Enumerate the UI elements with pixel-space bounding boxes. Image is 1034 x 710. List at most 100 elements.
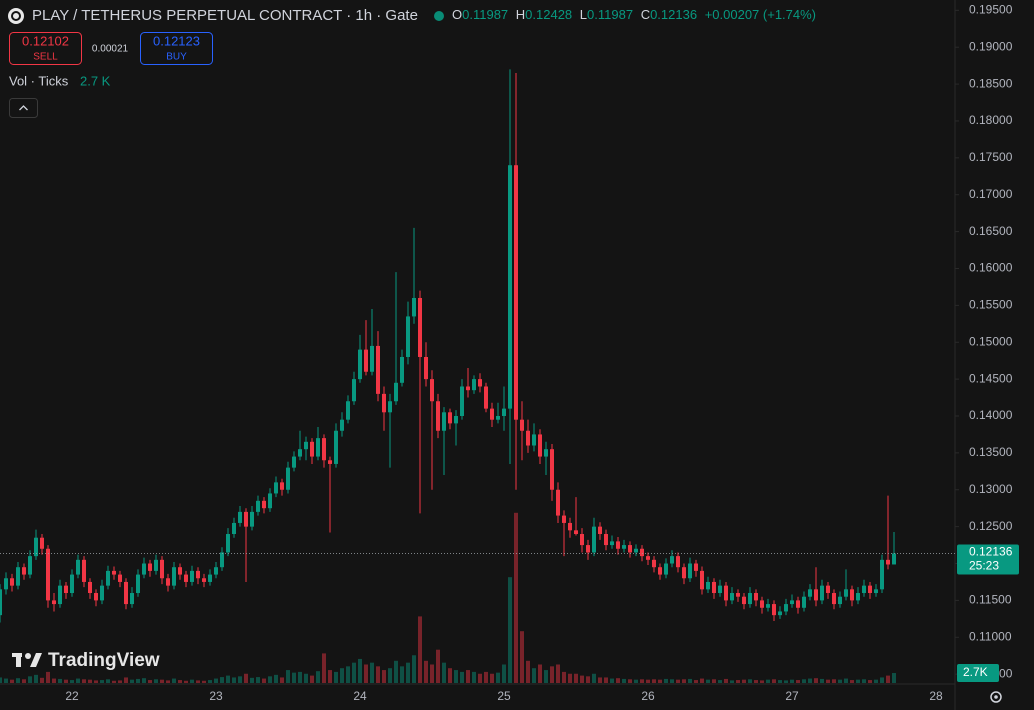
volume-bar xyxy=(670,679,674,683)
volume-bar xyxy=(88,679,92,683)
candle-body xyxy=(616,541,620,549)
candle-body xyxy=(694,563,698,571)
buy-label[interactable]: BUY xyxy=(166,52,187,63)
sell-price[interactable]: 0.12102 xyxy=(22,33,69,48)
volume-bar xyxy=(232,677,236,683)
volume-bar xyxy=(82,679,86,683)
candle-body xyxy=(226,534,230,553)
candle-body xyxy=(676,556,680,568)
candle-body xyxy=(520,419,524,431)
candle-body xyxy=(838,596,842,605)
candle-body xyxy=(316,438,320,457)
candle-body xyxy=(376,345,380,394)
candle-body xyxy=(274,482,278,494)
candle-body xyxy=(130,593,134,605)
volume-bar xyxy=(598,677,602,683)
volume-bar xyxy=(892,673,896,683)
candle-body xyxy=(832,593,836,605)
volume-bar xyxy=(244,673,248,683)
candle-body xyxy=(460,386,464,416)
volume-bar xyxy=(454,670,458,683)
sell-box[interactable] xyxy=(9,32,82,65)
candle-body xyxy=(874,589,878,594)
volume-bar xyxy=(730,680,734,683)
volume-bar xyxy=(748,679,752,683)
collapse-icon[interactable] xyxy=(19,105,28,111)
volume-bar xyxy=(310,675,314,683)
collapse-box[interactable] xyxy=(9,98,38,118)
volume-bar xyxy=(52,678,56,683)
volume-legend-name: Vol · Ticks xyxy=(9,73,69,88)
volume-bar xyxy=(268,676,272,683)
collapse-button[interactable] xyxy=(9,98,38,118)
candle-body xyxy=(592,526,596,553)
volume-bar xyxy=(346,666,350,683)
candle-body xyxy=(844,589,848,597)
o-label: O xyxy=(452,7,462,22)
volume-bar xyxy=(148,680,152,683)
y-tick-label: 0.13000 xyxy=(969,482,1013,496)
candle-body xyxy=(418,297,422,357)
candle-body xyxy=(358,349,362,380)
candle-body xyxy=(862,585,866,594)
volume-bar xyxy=(412,655,416,683)
candle-body xyxy=(256,500,260,512)
candle-body xyxy=(730,593,734,601)
y-tick-label: 0.12500 xyxy=(969,519,1013,533)
candle-body xyxy=(208,574,212,582)
volume-bar xyxy=(418,616,422,683)
volume-bar xyxy=(70,680,74,683)
volume-bar xyxy=(262,678,266,683)
volume-bar xyxy=(286,670,290,683)
candle-body xyxy=(736,593,740,597)
candle-body xyxy=(400,356,404,383)
candle-body xyxy=(658,567,662,575)
buy-price[interactable]: 0.12123 xyxy=(153,33,200,48)
sell-button[interactable]: 0.12102 SELL xyxy=(9,32,82,65)
logo-part xyxy=(25,653,31,659)
candle-body xyxy=(562,515,566,523)
candle-body xyxy=(532,434,536,446)
volume-bar xyxy=(10,679,14,683)
candle-body xyxy=(154,559,158,571)
market-status xyxy=(434,11,444,21)
settings-icon-center[interactable] xyxy=(994,695,998,699)
volume-bar xyxy=(46,671,50,683)
candle-body xyxy=(4,578,8,590)
candle-body xyxy=(100,585,104,601)
y-tick-label: 0.16500 xyxy=(969,224,1013,238)
candle-body xyxy=(178,567,182,575)
volume-bar xyxy=(820,678,824,683)
candle-body xyxy=(538,434,542,457)
volume-bar xyxy=(844,678,848,683)
volume-bar xyxy=(466,670,470,683)
sell-label[interactable]: SELL xyxy=(33,52,58,63)
candle-body xyxy=(778,611,782,616)
volume-bar xyxy=(172,678,176,683)
settings-icon[interactable] xyxy=(990,691,1002,703)
h-value: 0.12428 xyxy=(525,7,572,22)
settings-button[interactable] xyxy=(990,691,1002,703)
candle-body xyxy=(214,567,218,575)
y-tick-label: 0.19500 xyxy=(969,2,1013,16)
volume-bar xyxy=(64,679,68,683)
y-tick-label: 0.17000 xyxy=(969,187,1013,201)
candle-body xyxy=(670,556,674,564)
candle-body xyxy=(580,534,584,546)
volume-bar xyxy=(124,677,128,683)
volume-bar xyxy=(724,678,728,683)
y-tick-label: 0.14500 xyxy=(969,371,1013,385)
volume-bar xyxy=(778,680,782,683)
volume-bar xyxy=(490,673,494,683)
candle-body xyxy=(802,596,806,608)
volume-bar xyxy=(502,664,506,683)
candle-body xyxy=(646,556,650,560)
buy-button[interactable]: 0.12123 BUY xyxy=(140,32,213,65)
candle-body xyxy=(856,593,860,601)
candle-body xyxy=(586,545,590,553)
buy-box[interactable] xyxy=(140,32,213,65)
candle-body xyxy=(292,456,296,468)
volume-bar xyxy=(556,664,560,683)
candle-body xyxy=(868,585,872,594)
